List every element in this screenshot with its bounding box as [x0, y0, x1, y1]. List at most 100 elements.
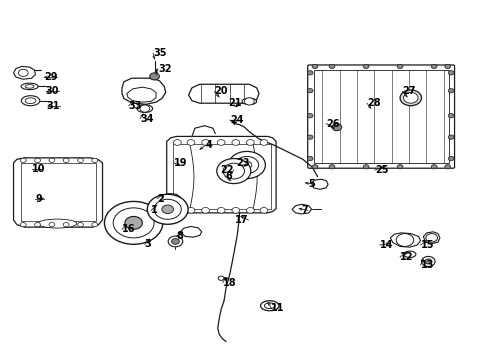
Ellipse shape [21, 96, 40, 106]
Circle shape [328, 64, 334, 68]
Circle shape [306, 113, 312, 118]
Ellipse shape [25, 98, 36, 104]
Text: 14: 14 [379, 240, 392, 250]
Circle shape [216, 158, 250, 184]
Circle shape [63, 158, 69, 162]
Circle shape [430, 64, 436, 68]
Ellipse shape [403, 251, 415, 257]
Circle shape [242, 161, 251, 168]
Circle shape [49, 158, 55, 162]
Polygon shape [313, 70, 448, 163]
Circle shape [311, 165, 317, 169]
Polygon shape [423, 232, 439, 244]
Circle shape [328, 165, 334, 169]
Text: 16: 16 [122, 224, 135, 234]
Circle shape [187, 207, 195, 213]
Circle shape [235, 157, 258, 174]
Text: 10: 10 [31, 164, 45, 174]
Text: 19: 19 [174, 158, 187, 168]
Circle shape [306, 89, 312, 93]
Circle shape [171, 239, 179, 244]
Circle shape [231, 207, 239, 213]
Circle shape [306, 157, 312, 161]
Text: 29: 29 [44, 72, 57, 82]
Circle shape [403, 93, 417, 103]
Circle shape [306, 135, 312, 139]
Circle shape [35, 158, 41, 162]
Text: 20: 20 [214, 86, 227, 96]
Circle shape [331, 123, 341, 131]
Circle shape [244, 98, 254, 105]
Circle shape [260, 140, 267, 145]
Text: 28: 28 [366, 98, 380, 108]
Circle shape [49, 222, 55, 227]
Circle shape [246, 207, 254, 213]
Polygon shape [188, 84, 259, 103]
Text: 30: 30 [45, 86, 59, 96]
Polygon shape [311, 179, 327, 189]
Circle shape [149, 73, 159, 80]
Circle shape [201, 207, 209, 213]
Circle shape [217, 140, 224, 145]
Text: 1: 1 [151, 205, 158, 215]
Text: 12: 12 [399, 252, 413, 262]
Text: 13: 13 [420, 260, 433, 270]
Text: 11: 11 [271, 303, 284, 313]
Circle shape [447, 157, 453, 161]
Circle shape [20, 222, 26, 227]
Circle shape [173, 140, 181, 145]
Text: 33: 33 [128, 101, 142, 111]
Text: 35: 35 [153, 48, 166, 58]
Circle shape [92, 222, 98, 227]
Circle shape [201, 140, 209, 145]
Circle shape [217, 207, 224, 213]
Circle shape [447, 89, 453, 93]
Circle shape [162, 205, 173, 213]
Ellipse shape [137, 105, 152, 112]
Text: 25: 25 [374, 165, 387, 175]
Circle shape [396, 165, 402, 169]
Text: 27: 27 [402, 86, 415, 96]
Circle shape [306, 71, 312, 75]
Text: 3: 3 [144, 239, 151, 249]
Circle shape [363, 64, 368, 68]
Text: 17: 17 [234, 215, 248, 225]
Circle shape [228, 152, 265, 179]
Circle shape [140, 105, 149, 112]
Polygon shape [389, 233, 420, 247]
Circle shape [430, 165, 436, 169]
Circle shape [399, 90, 421, 106]
Polygon shape [122, 78, 165, 104]
Ellipse shape [38, 219, 77, 228]
Circle shape [63, 222, 69, 227]
Circle shape [223, 163, 244, 179]
Circle shape [425, 234, 437, 242]
Ellipse shape [21, 83, 38, 90]
Circle shape [396, 64, 402, 68]
Circle shape [113, 208, 154, 238]
Ellipse shape [25, 85, 34, 88]
Circle shape [260, 207, 267, 213]
Polygon shape [291, 204, 311, 214]
Circle shape [246, 140, 254, 145]
Text: 8: 8 [176, 231, 183, 242]
Text: 24: 24 [229, 115, 243, 125]
Polygon shape [21, 163, 96, 221]
Circle shape [231, 140, 239, 145]
Text: 32: 32 [158, 64, 171, 73]
Polygon shape [162, 194, 180, 203]
Text: 34: 34 [140, 113, 153, 123]
Circle shape [124, 216, 142, 229]
Polygon shape [14, 158, 102, 227]
Ellipse shape [242, 98, 256, 105]
Text: 18: 18 [222, 278, 236, 288]
Circle shape [447, 113, 453, 118]
Text: 22: 22 [220, 165, 233, 175]
Circle shape [35, 222, 41, 227]
Ellipse shape [264, 303, 275, 309]
Circle shape [447, 135, 453, 139]
Circle shape [363, 165, 368, 169]
Circle shape [20, 158, 26, 162]
Circle shape [19, 69, 28, 76]
Circle shape [447, 71, 453, 75]
